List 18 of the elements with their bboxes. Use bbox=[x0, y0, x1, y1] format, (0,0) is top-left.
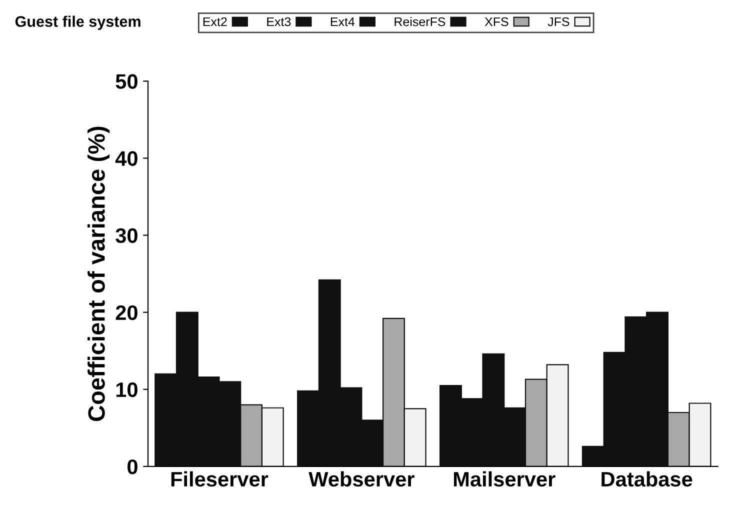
y-tick-label: 50 bbox=[116, 74, 138, 89]
x-tick-label: Mailserver bbox=[454, 471, 556, 487]
y-tick-label: 0 bbox=[128, 459, 138, 474]
x-tick-label: Fileserver bbox=[171, 471, 268, 487]
y-tick-label: 30 bbox=[116, 228, 138, 244]
legend-label: XFS bbox=[484, 17, 508, 26]
legend-label: Ext4 bbox=[330, 17, 355, 26]
y-axis-title: Coefficient of variance (%) bbox=[88, 126, 110, 422]
y-tick-label: 20 bbox=[116, 305, 138, 320]
x-tick-label: Database bbox=[602, 471, 692, 487]
legend-label: Ext3 bbox=[267, 17, 291, 26]
legend-label: ReiserFS bbox=[394, 16, 446, 26]
legend-label: JFS bbox=[548, 17, 570, 26]
legend-label: Ext2 bbox=[203, 17, 227, 26]
y-tick-label: 40 bbox=[115, 151, 138, 166]
x-tick-label: Webserver bbox=[308, 471, 414, 487]
legend-title: Guest file system bbox=[15, 16, 140, 30]
y-tick-label: 10 bbox=[116, 382, 138, 398]
